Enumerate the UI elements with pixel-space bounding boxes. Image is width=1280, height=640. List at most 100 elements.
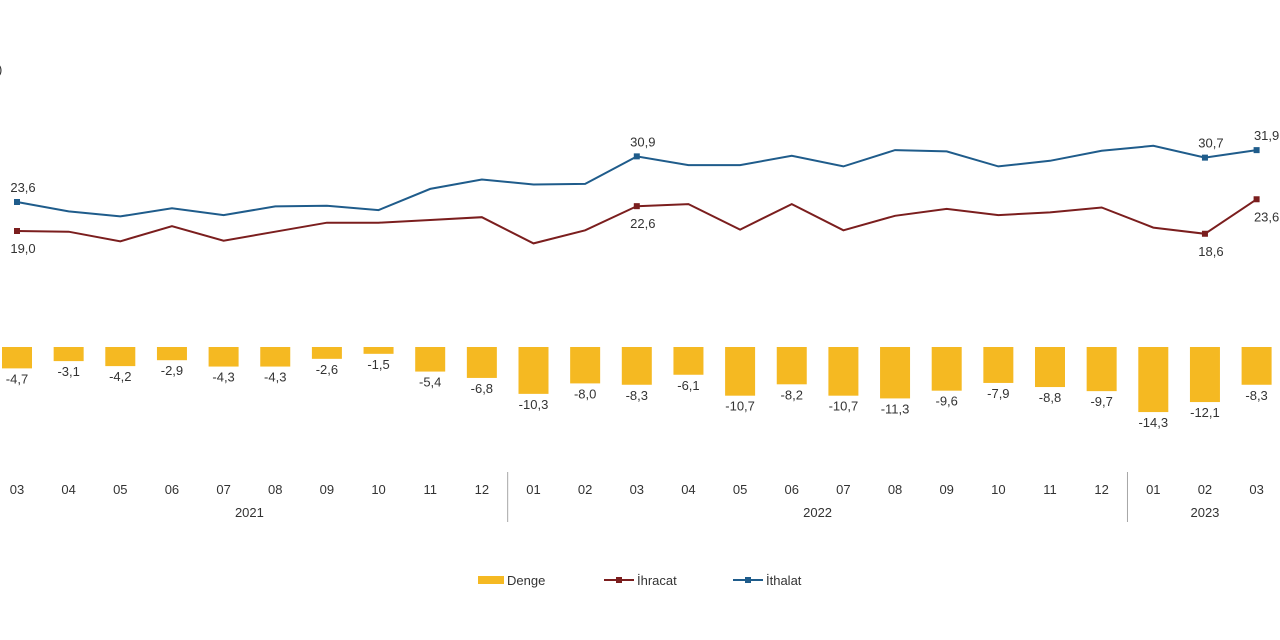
x-tick-label: 02 xyxy=(578,482,592,497)
line-marker xyxy=(633,203,640,210)
denge-bar xyxy=(621,347,652,385)
line-point-label: 30,7 xyxy=(1198,136,1223,151)
x-tick-label: 06 xyxy=(165,482,179,497)
x-tick-label: 12 xyxy=(1094,482,1108,497)
line-point-label: 31,9 xyxy=(1254,128,1279,143)
x-year-label: 2022 xyxy=(803,505,832,520)
legend-label-denge: Denge xyxy=(507,572,546,588)
denge-bar-label: -2,6 xyxy=(316,362,338,377)
x-tick-label: 01 xyxy=(526,482,540,497)
denge-bar xyxy=(208,347,239,367)
line-point-label: 22,6 xyxy=(630,216,655,231)
denge-bar xyxy=(1035,347,1065,388)
denge-bar-label: -10,7 xyxy=(829,399,859,414)
legend-label-ihracat: İhracat xyxy=(637,572,677,588)
x-tick-label: 09 xyxy=(939,482,953,497)
denge-bar-label: -4,2 xyxy=(109,369,131,384)
line-point-label: 30,9 xyxy=(630,134,655,149)
x-tick-label: 03 xyxy=(1249,482,1263,497)
x-tick-label: 07 xyxy=(836,482,850,497)
x-tick-label: 05 xyxy=(113,482,127,497)
denge-bar xyxy=(105,347,136,367)
x-tick-label: 07 xyxy=(216,482,230,497)
denge-bar-label: -10,3 xyxy=(519,397,549,412)
x-tick-label: 11 xyxy=(1043,482,1057,497)
line-marker xyxy=(14,199,20,205)
denge-bar xyxy=(931,347,962,391)
x-tick-label: 01 xyxy=(1146,482,1160,497)
denge-bar xyxy=(880,347,911,399)
denge-bar xyxy=(363,347,394,354)
x-tick-label: 12 xyxy=(475,482,489,497)
denge-bar xyxy=(415,347,446,372)
x-tick-label: 04 xyxy=(681,482,695,497)
x-tick-label: 03 xyxy=(630,482,644,497)
denge-bar xyxy=(311,347,342,359)
denge-bar xyxy=(260,347,291,367)
denge-bar-label: -10,7 xyxy=(725,399,755,414)
legend-item-ithalat: İthalat xyxy=(733,570,801,590)
denge-bar xyxy=(466,347,497,378)
legend-item-denge: Denge xyxy=(478,570,545,590)
line-marker xyxy=(14,228,20,234)
line-point-label: 23,6 xyxy=(10,180,35,195)
x-tick-label: 09 xyxy=(320,482,334,497)
legend-swatch-ithalat xyxy=(733,577,763,583)
legend-swatch-denge xyxy=(478,576,504,584)
denge-bar xyxy=(725,347,756,396)
y-unit-fragment: ) xyxy=(0,62,2,77)
legend: Denge İhracat İthalat xyxy=(0,570,1280,590)
denge-bar-label: -6,8 xyxy=(471,381,493,396)
denge-bar-label: -7,9 xyxy=(987,386,1009,401)
denge-bars: -4,7 -3,1 -4,2 -2,9 -4,3 -4,3 -2,6 -1,5 -5,4 -6,8… xyxy=(2,347,1272,430)
denge-bar xyxy=(1138,347,1169,413)
x-tick-label: 10 xyxy=(991,482,1005,497)
denge-bar-label: -8,2 xyxy=(781,387,803,402)
line-marker xyxy=(1201,154,1208,161)
denge-bar-label: -1,5 xyxy=(367,357,389,372)
line-marker xyxy=(633,153,640,160)
denge-bar-label: -2,9 xyxy=(161,363,183,378)
denge-bar xyxy=(1086,347,1117,392)
legend-swatch-ihracat xyxy=(604,577,634,583)
x-tick-label: 10 xyxy=(371,482,385,497)
x-tick-label: 08 xyxy=(268,482,282,497)
x-tick-label: 04 xyxy=(61,482,75,497)
denge-bar-label: -4,3 xyxy=(264,370,286,385)
denge-bar-label: -8,3 xyxy=(626,388,648,403)
series-lines: 19,0 22,6 18,6 23,6 23,6 30,9 30,7 31,9 xyxy=(10,128,1279,259)
x-tick-label: 06 xyxy=(785,482,799,497)
denge-bar-label: -9,7 xyxy=(1090,394,1112,409)
line-marker xyxy=(1253,147,1260,154)
denge-bar xyxy=(1241,347,1272,385)
legend-item-ihracat: İhracat xyxy=(604,570,677,590)
line-point-label: 19,0 xyxy=(10,241,35,256)
x-axis: 03 04 05 06 07 08 09 10 11 12 01 02 03 04 05 06 07 08 09 10… xyxy=(10,472,1264,522)
line-marker xyxy=(1253,196,1260,203)
denge-bar-label: -11,3 xyxy=(881,401,910,416)
x-year-label: 2023 xyxy=(1190,505,1219,520)
denge-bar xyxy=(518,347,549,394)
x-year-label: 2021 xyxy=(235,505,264,520)
denge-bar-label: -9,6 xyxy=(935,394,957,409)
denge-bar xyxy=(983,347,1014,383)
denge-bar-label: -14,3 xyxy=(1138,415,1168,430)
x-tick-label: 02 xyxy=(1198,482,1212,497)
denge-bar xyxy=(2,347,32,369)
denge-bar-label: -5,4 xyxy=(419,375,441,390)
x-tick-label: 11 xyxy=(423,482,437,497)
denge-bar-label: -6,1 xyxy=(677,378,699,393)
denge-bar xyxy=(53,347,84,362)
denge-bar-label: -3,1 xyxy=(57,364,79,379)
line-point-label: 18,6 xyxy=(1198,244,1223,259)
x-tick-label: 05 xyxy=(733,482,747,497)
denge-bar xyxy=(828,347,859,396)
denge-bar-label: -4,7 xyxy=(6,371,28,386)
x-tick-label: 08 xyxy=(888,482,902,497)
line-marker xyxy=(1201,230,1208,237)
legend-label-ithalat: İthalat xyxy=(766,572,802,588)
denge-bar-label: -8,8 xyxy=(1039,390,1061,405)
denge-bar xyxy=(776,347,807,385)
denge-bar-label: -4,3 xyxy=(212,370,234,385)
